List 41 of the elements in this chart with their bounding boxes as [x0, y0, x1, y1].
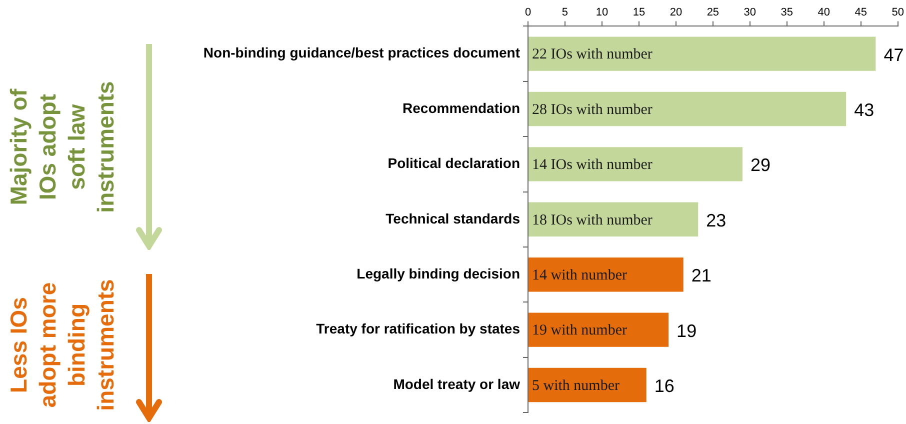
annotation: 18 IOs with number [532, 212, 652, 228]
bar [528, 147, 743, 182]
bar [528, 368, 646, 402]
y-tick-label: Legally binding decision [356, 265, 520, 282]
x-tick-label: 30 [744, 6, 756, 19]
annotation: 14 with number [532, 268, 627, 284]
annotation: 22 IOs with number [532, 46, 652, 63]
y-tick-label: Recommendation [402, 100, 520, 116]
annotation: 5 with number [532, 378, 620, 394]
y-tick-label: Model treaty or law [393, 376, 520, 392]
bar [528, 92, 846, 126]
bar [528, 312, 669, 347]
data-label: 43 [854, 100, 874, 120]
text: Less IOs adopt more binding instruments [5, 279, 118, 411]
y-tick-label: Non-binding guidance/best practices document [203, 44, 520, 61]
x-tick-label: 35 [780, 6, 794, 19]
data-label: 21 [691, 266, 712, 286]
data-label: 16 [654, 376, 674, 396]
y-tick-label: Treaty for ratification by states [316, 320, 520, 337]
bar [528, 257, 684, 292]
data-label: 47 [884, 44, 904, 65]
annotation: 28 IOs with number [532, 102, 652, 118]
x-tick-label: 25 [706, 6, 720, 19]
bar [528, 202, 698, 237]
x-tick-label: 20 [670, 6, 682, 19]
data-label: 23 [706, 210, 726, 230]
x-tick-label: 45 [854, 6, 868, 19]
text: Majority of IOs adopt soft law instruments [5, 81, 118, 213]
data-label: 29 [750, 155, 771, 176]
data-label: 19 [676, 320, 697, 341]
annotation: 14 IOs with number [532, 157, 652, 174]
annotation: 19 with number [532, 322, 627, 339]
x-tick-label: 15 [632, 6, 646, 19]
x-tick-label: 40 [818, 6, 830, 19]
x-tick-label: 50 [892, 6, 904, 19]
bar [528, 36, 876, 71]
y-tick-label: Political declaration [388, 155, 520, 172]
y-tick-label: Technical standards [386, 210, 520, 226]
x-tick-label: 10 [596, 6, 608, 19]
x-tick-label: 0 [524, 6, 532, 19]
x-tick-label: 5 [562, 6, 568, 19]
